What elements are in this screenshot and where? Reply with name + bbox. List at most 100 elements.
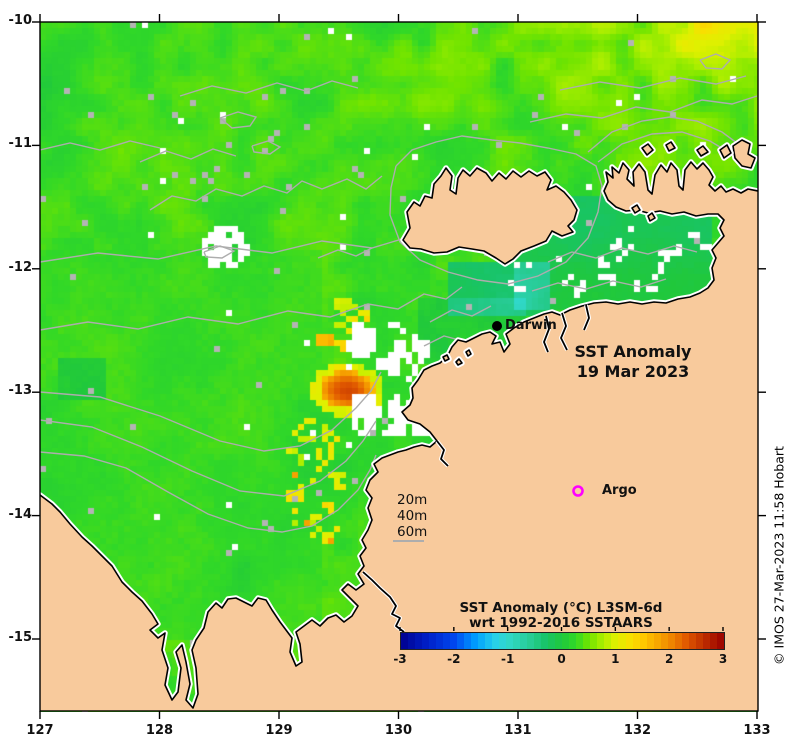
colorbar-step [541,633,549,649]
colorbar-step [646,633,654,649]
colorbar-step [548,633,556,649]
colorbar-step [457,633,465,649]
colorbar-step [660,633,668,649]
colorbar-step [688,633,696,649]
small-island [732,139,756,169]
isobath-contour-line [597,131,731,163]
isobath-contour-line [40,419,377,497]
colorbar-title: SST Anomaly (°C) L3SM-6d wrt 1992-2016 S… [411,601,711,631]
colorbar-step [422,633,430,649]
depth-legend: 20m 40m 60m [397,492,427,540]
credit-text: © IMOS 27-Mar-2023 11:58 Hobart [771,446,787,665]
colorbar-step [702,633,710,649]
isobath-contour-line [559,75,747,91]
isobath-contour-line [40,140,161,151]
isobath-contour-line [547,245,698,263]
colorbar-step [583,633,591,649]
darwin-city-dot [492,321,502,331]
colorbar-step [478,633,486,649]
small-island [631,204,641,214]
colorbar-title-line2: wrt 1992-2016 SSTAARS [469,615,653,631]
x-axis-tick-label: 128 [145,723,174,738]
colorbar-step [667,633,675,649]
map-clipped-group [40,53,758,711]
small-island [442,354,450,362]
colorbar-step [653,633,661,649]
small-island [465,349,472,357]
small-island [665,141,676,152]
isobath-contour-line [429,305,492,323]
colorbar-step [506,633,514,649]
estuary-river-line [560,312,568,351]
colorbar-step [534,633,542,649]
colorbar-step [415,633,423,649]
small-island [696,145,709,157]
colorbar-step [555,633,563,649]
isobath-contour-line [40,235,443,263]
colorbar-title-line1: SST Anomaly (°C) L3SM-6d [459,600,663,616]
colorbar-tick-label: 3 [718,652,728,666]
y-axis-tick-label: -15 [8,630,33,645]
colorbar-tick-label: -2 [447,652,461,666]
isobath-contour-line [531,278,667,292]
colorbar-step [408,633,416,649]
isobath-contour-line [219,111,258,129]
x-axis-tick-label: 131 [504,723,532,738]
colorbar-step [611,633,619,649]
map-title-line1: SST Anomaly [574,342,692,361]
argo-float-marker [572,485,584,497]
y-axis-tick-label: -13 [8,383,33,399]
small-island [455,358,463,366]
isobath-contour-line [203,245,236,259]
colorbar-step [695,633,703,649]
y-axis-tick-label: -14 [8,506,33,522]
isobath-contour-line [149,175,383,211]
isobath-contour-line [40,451,377,533]
isobath-contour-line [139,148,237,163]
colorbar-step [639,633,647,649]
colorbar-gradient [400,632,725,650]
colorbar-step [597,633,605,649]
isobath-contour-line [179,80,359,97]
depth-60m-label: 60m [397,524,428,540]
colorbar-step [464,633,472,649]
map-title: SST Anomaly 19 Mar 2023 [533,342,733,382]
map-title-line2: 19 Mar 2023 [576,362,690,381]
depth-20m-label: 20m [397,492,428,508]
estuary-river-line [583,304,590,331]
isobath-contour-line [389,135,603,285]
x-axis-tick-label: 132 [623,723,652,738]
estuary-river-line [436,440,449,467]
colorbar-tick-label: -3 [393,652,407,666]
colorbar-step [716,633,724,649]
colorbar-step [674,633,682,649]
colorbar-step [485,633,493,649]
y-axis-tick-label: -12 [8,259,33,275]
mainland-landmass [40,161,758,711]
colorbar-step [450,633,458,649]
small-island [719,144,732,159]
colorbar-step [625,633,633,649]
estuary-river-line [362,571,405,633]
colorbar-tick-label: 0 [557,652,566,666]
estuary-river-line [543,315,550,353]
small-island [641,143,654,156]
darwin-label: Darwin [505,318,557,333]
colorbar-tick-label: -1 [500,652,515,666]
small-island [647,212,656,222]
colorbar-step [436,633,444,649]
colorbar-tick-label: 1 [611,652,620,666]
colorbar-tick-label: 2 [664,652,674,666]
colorbar-step [443,633,451,649]
colorbar-step [618,633,626,649]
colorbar-step [590,633,598,649]
colorbar-step [709,633,717,649]
x-axis-tick-label: 130 [384,723,413,738]
colorbar-step [492,633,500,649]
y-axis-tick-label: -10 [8,13,33,28]
colorbar-step [471,633,479,649]
isobath-contour-line [699,53,732,70]
isobath-contour-line [40,371,382,452]
colorbar-step [520,633,528,649]
